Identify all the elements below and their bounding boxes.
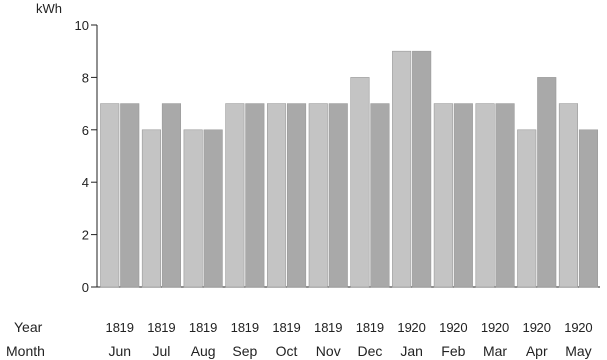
month-label: Dec: [357, 343, 382, 359]
bar-current-year: [203, 129, 223, 288]
bar-previous-year: [225, 103, 245, 288]
year-label: 20: [495, 320, 509, 335]
month-label: Jan: [400, 343, 423, 359]
bar-current-year: [328, 103, 348, 288]
year-label: 19: [120, 320, 134, 335]
bar-previous-year: [308, 103, 328, 288]
y-tick-label: 8: [82, 70, 89, 85]
bar-current-year: [370, 103, 390, 288]
y-tick-label: 6: [82, 123, 89, 138]
bar-current-year: [286, 103, 307, 288]
bar-previous-year: [433, 103, 453, 288]
y-tick-label: 0: [82, 280, 89, 295]
year-label: 19: [203, 320, 217, 335]
bar-current-year: [120, 103, 140, 288]
year-label: 19: [564, 320, 578, 335]
month-label: Nov: [316, 343, 341, 359]
month-label: Jun: [108, 343, 131, 359]
year-label: 19: [328, 320, 342, 335]
y-tick-label: 10: [75, 18, 89, 33]
bar-previous-year: [475, 103, 495, 288]
bar-previous-year: [266, 103, 287, 288]
year-label: 19: [523, 320, 537, 335]
bar-current-year: [245, 103, 265, 288]
month-label: Aug: [191, 343, 216, 359]
bar-previous-year: [350, 77, 370, 288]
year-label: 20: [578, 320, 592, 335]
month-label: Feb: [441, 343, 465, 359]
year-label: 18: [272, 320, 286, 335]
year-label: 18: [106, 320, 120, 335]
month-label: Jul: [152, 343, 170, 359]
year-row-label: Year: [14, 319, 43, 335]
year-label: 18: [147, 320, 161, 335]
bar-previous-year: [517, 129, 537, 288]
bar-current-year: [412, 50, 432, 288]
bar-previous-year: [100, 103, 120, 288]
year-label: 20: [453, 320, 467, 335]
year-label: 19: [245, 320, 259, 335]
bar-previous-year: [558, 103, 579, 288]
year-label: 18: [356, 320, 370, 335]
year-label: 20: [411, 320, 425, 335]
year-label: 19: [397, 320, 411, 335]
year-label: 19: [370, 320, 384, 335]
month-label: Mar: [483, 343, 507, 359]
y-tick-label: 4: [82, 175, 89, 190]
year-label: 19: [161, 320, 175, 335]
bar-current-year: [453, 103, 473, 288]
bar-previous-year: [141, 129, 161, 288]
year-label: 18: [189, 320, 203, 335]
month-label: May: [565, 343, 591, 359]
bar-previous-year: [392, 50, 412, 288]
month-row-label: Month: [6, 343, 45, 359]
bar-previous-year: [183, 129, 203, 288]
year-label: 19: [439, 320, 453, 335]
bar-current-year: [495, 103, 515, 288]
y-axis-label: kWh: [36, 1, 62, 16]
bar-current-year: [161, 103, 181, 288]
month-label: Sep: [232, 343, 257, 359]
bar-current-year: [537, 77, 557, 288]
year-label: 19: [481, 320, 495, 335]
year-label: 20: [537, 320, 551, 335]
year-label: 19: [286, 320, 300, 335]
y-tick-label: 2: [82, 228, 89, 243]
month-label: Oct: [276, 343, 298, 359]
bar-current-year: [578, 129, 599, 288]
year-label: 18: [231, 320, 245, 335]
month-label: Apr: [526, 343, 548, 359]
year-label: 18: [314, 320, 328, 335]
